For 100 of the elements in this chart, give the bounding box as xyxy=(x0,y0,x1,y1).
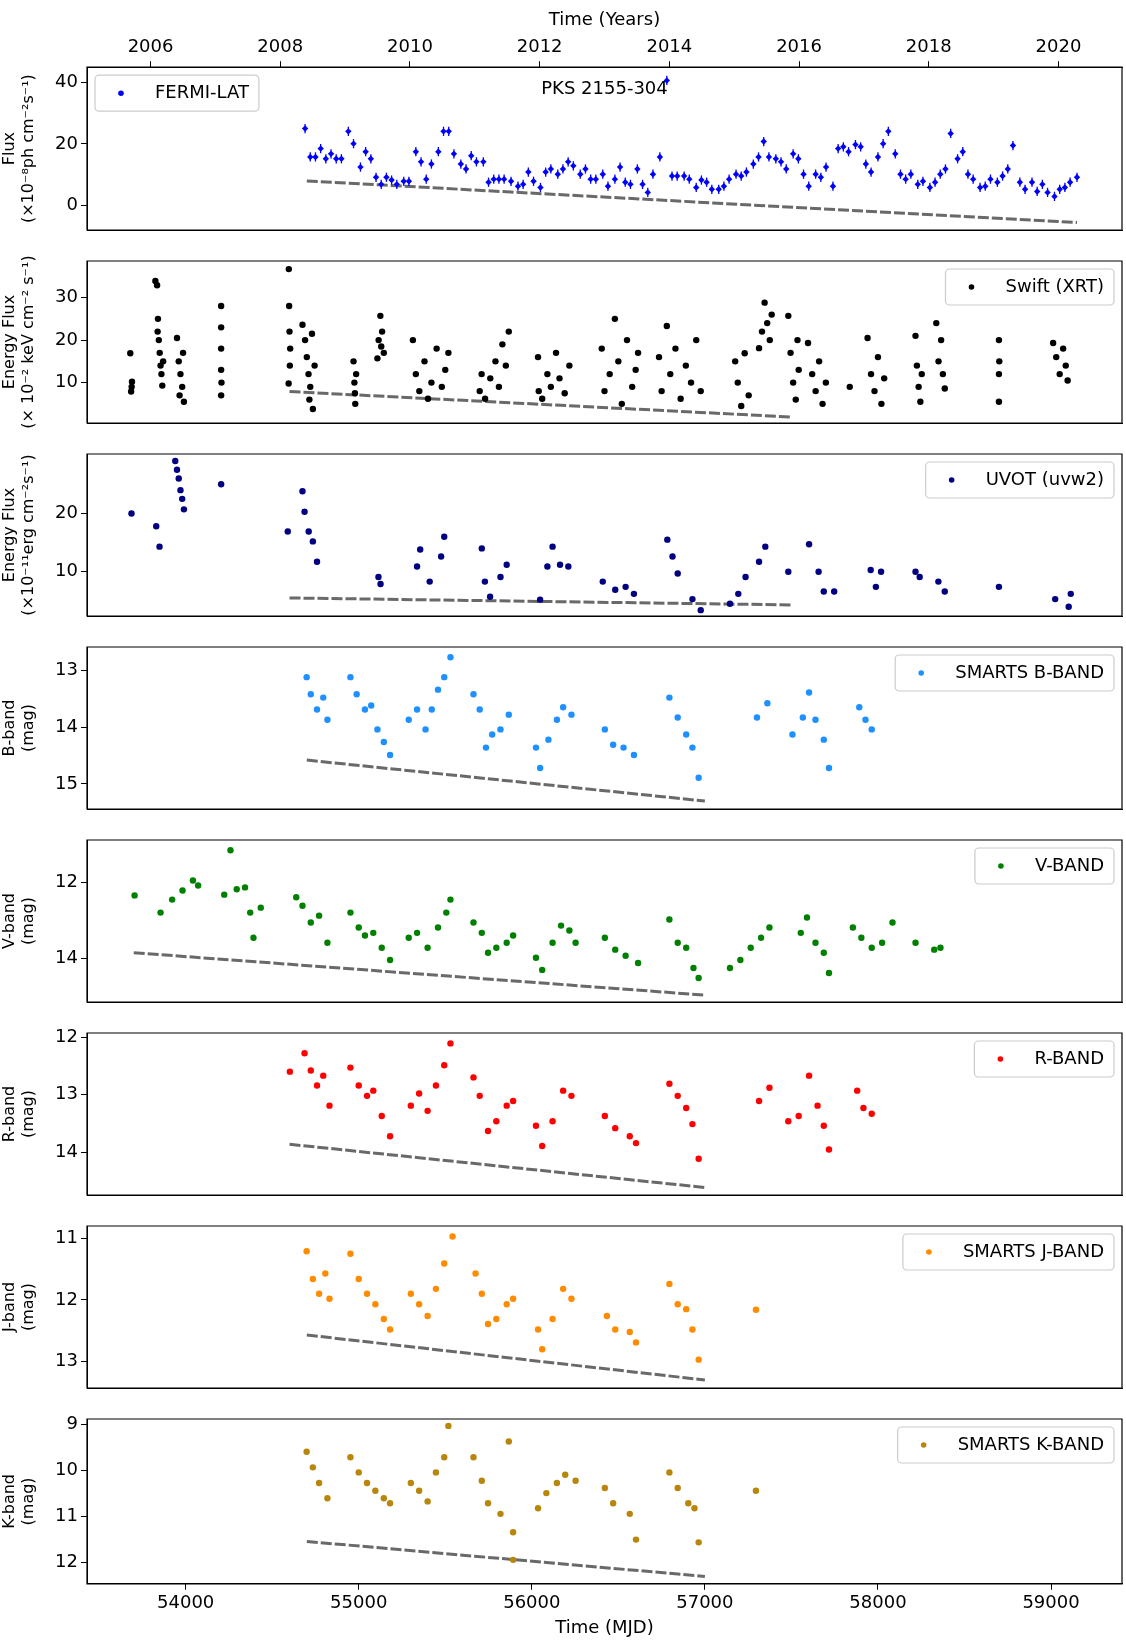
point xyxy=(805,1072,813,1079)
point xyxy=(795,1112,802,1120)
point xyxy=(488,731,496,738)
y-tick-label: 11 xyxy=(55,1225,78,1247)
annotation: PKS 2155-304 xyxy=(541,76,668,98)
point xyxy=(347,1064,354,1071)
point xyxy=(324,716,331,723)
point xyxy=(632,1536,640,1543)
point xyxy=(432,1082,440,1089)
text: SMARTS K-BAND xyxy=(957,1432,1105,1454)
point xyxy=(568,1092,575,1100)
y-tick-label: 20 xyxy=(55,327,78,349)
point xyxy=(509,1529,517,1536)
text: R-BAND xyxy=(1034,1046,1105,1068)
point xyxy=(534,1505,542,1512)
point xyxy=(407,1290,415,1297)
point xyxy=(309,1275,317,1283)
y-tick-label: 20 xyxy=(55,131,78,153)
point xyxy=(789,731,796,738)
y-tick-label: 10 xyxy=(55,559,78,581)
y-axis-title: B-band (mag) xyxy=(0,699,37,757)
point xyxy=(407,1479,415,1487)
point xyxy=(415,1487,423,1495)
point xyxy=(476,706,483,713)
point xyxy=(380,738,388,746)
point xyxy=(326,1102,333,1109)
point xyxy=(307,1067,314,1074)
x2-tick-label: 2006 xyxy=(127,35,174,57)
point xyxy=(674,714,681,721)
y-tick-label: 12 xyxy=(55,870,78,892)
y-tick-label: 14 xyxy=(55,714,78,736)
point xyxy=(386,1133,394,1140)
point xyxy=(315,1290,323,1297)
point xyxy=(868,1110,875,1117)
point xyxy=(447,1040,454,1047)
point xyxy=(415,1090,423,1097)
point xyxy=(324,1494,331,1502)
y-tick-label: 30 xyxy=(55,285,78,307)
point xyxy=(532,1122,540,1130)
point xyxy=(322,1270,329,1277)
x2-tick-label: 2012 xyxy=(516,35,563,57)
point xyxy=(303,1448,310,1455)
y-axis-title: R-band (mag) xyxy=(0,1085,37,1143)
point xyxy=(441,1062,448,1069)
point xyxy=(505,711,512,718)
point xyxy=(562,1471,569,1478)
point xyxy=(536,764,544,772)
y-tick-label: 13 xyxy=(55,1349,78,1371)
y-tick-label: 20 xyxy=(55,501,78,523)
y-tick-label: 12 xyxy=(55,1287,78,1309)
point xyxy=(432,1469,440,1476)
point xyxy=(303,1248,310,1255)
y-tick-label: 0 xyxy=(66,193,78,215)
point xyxy=(315,1479,323,1487)
point xyxy=(470,690,477,698)
point xyxy=(568,1295,575,1302)
point xyxy=(825,764,833,772)
y-tick-label: 12 xyxy=(55,1024,78,1046)
point xyxy=(601,1484,609,1492)
point xyxy=(549,1315,556,1323)
point xyxy=(689,744,696,751)
point xyxy=(532,744,540,751)
point xyxy=(380,1494,388,1502)
point xyxy=(553,1479,561,1487)
point xyxy=(380,1315,388,1323)
point xyxy=(347,673,354,681)
y-tick-label: 15 xyxy=(55,771,78,793)
point xyxy=(503,1102,510,1109)
text: UVOT (uvw2) xyxy=(985,467,1105,489)
point xyxy=(372,1301,379,1308)
point xyxy=(361,706,369,713)
point xyxy=(370,1087,377,1094)
point xyxy=(353,690,360,698)
point xyxy=(320,1072,327,1079)
y-axis-title: K-band (mag) xyxy=(0,1473,37,1529)
point xyxy=(497,726,504,733)
point xyxy=(752,1487,760,1495)
point xyxy=(666,1469,673,1476)
point xyxy=(682,731,690,738)
y-tick-label: 14 xyxy=(55,1140,78,1162)
point xyxy=(632,1339,640,1346)
point xyxy=(326,1295,333,1302)
x2-axis-title: Time (Years) xyxy=(547,8,661,30)
x-tick-label: 57000 xyxy=(676,1591,734,1613)
point xyxy=(424,1312,431,1320)
point xyxy=(538,1142,546,1150)
point xyxy=(313,706,321,713)
x2-tick-label: 2010 xyxy=(387,35,433,57)
x2-tick-label: 2016 xyxy=(776,35,822,57)
text: V-BAND xyxy=(1034,853,1105,875)
point xyxy=(559,704,567,711)
y-tick-label: 10 xyxy=(55,1457,78,1479)
x-tick-label: 58000 xyxy=(849,1591,907,1613)
x-tick-label: 54000 xyxy=(157,1591,215,1613)
point xyxy=(601,1112,609,1120)
point xyxy=(363,1092,371,1100)
point xyxy=(682,1104,690,1112)
y-axis-title: J-band (mag) xyxy=(0,1281,37,1334)
point xyxy=(805,689,813,696)
point xyxy=(559,1087,567,1094)
